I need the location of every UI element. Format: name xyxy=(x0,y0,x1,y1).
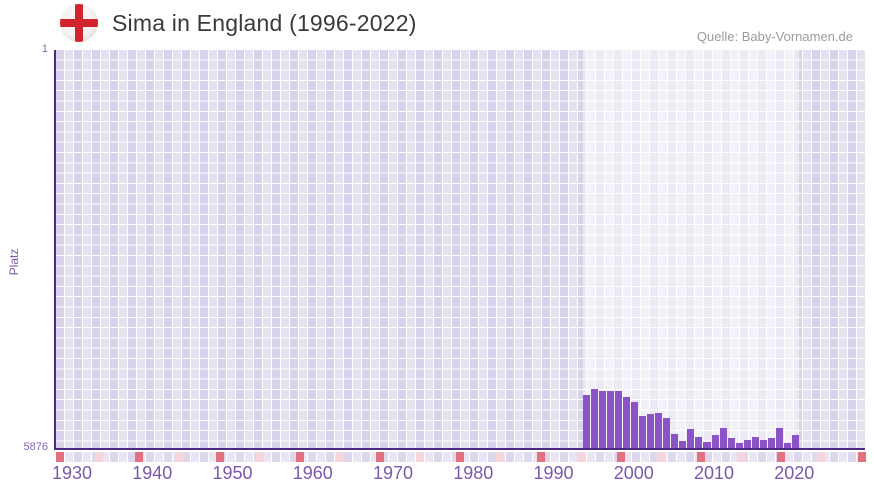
bar-2012 xyxy=(711,435,719,448)
half-decade-marker-1955 xyxy=(256,452,264,462)
half-decade-marker-1985 xyxy=(496,452,504,462)
bar-2022 xyxy=(791,435,799,448)
x-tick-1980: 1980 xyxy=(453,463,494,483)
decade-marker-1940 xyxy=(135,452,143,462)
decade-marker-2030 xyxy=(858,452,866,462)
bar-2000 xyxy=(615,391,623,448)
bar-2015 xyxy=(735,443,743,448)
bar-1999 xyxy=(607,390,615,448)
bar-2009 xyxy=(687,429,695,448)
chart-title: Sima in England (1996-2022) xyxy=(112,10,417,36)
x-tick-2010: 2010 xyxy=(693,463,735,483)
x-tick-2000: 2000 xyxy=(613,463,654,483)
half-decade-marker-1975 xyxy=(416,452,424,462)
bar-2004 xyxy=(647,414,655,448)
bar-1996 xyxy=(583,395,591,448)
decade-marker-1930 xyxy=(56,452,64,462)
bar-2007 xyxy=(671,434,679,448)
x-tick-2020: 2020 xyxy=(774,463,815,483)
x-tick-1970: 1970 xyxy=(372,463,414,483)
source-attribution: Quelle: Baby-Vornamen.de xyxy=(696,29,853,44)
x-tick-1930: 1930 xyxy=(51,463,93,483)
bar-2017 xyxy=(751,437,759,448)
england-flag-icon xyxy=(60,4,98,42)
bar-2018 xyxy=(759,440,767,448)
bar-2005 xyxy=(655,413,663,448)
y-tick-top: 1 xyxy=(41,43,48,55)
decade-marker-1950 xyxy=(216,452,224,462)
decade-marker-1990 xyxy=(537,452,545,462)
decade-marker-2020 xyxy=(777,452,785,462)
bar-2016 xyxy=(743,440,751,448)
half-decade-marker-2005 xyxy=(657,452,665,462)
bar-2014 xyxy=(727,438,735,448)
half-decade-marker-1965 xyxy=(336,452,344,462)
half-decade-marker-2025 xyxy=(817,452,825,462)
decade-marker-strip xyxy=(56,452,866,462)
bar-2006 xyxy=(663,418,671,448)
x-axis-line xyxy=(54,448,865,450)
data-period-highlight-band xyxy=(583,50,799,448)
x-tick-1950: 1950 xyxy=(212,463,253,483)
plot-grid xyxy=(56,50,865,448)
half-decade-marker-1945 xyxy=(175,452,183,462)
bar-2010 xyxy=(695,437,703,448)
decade-marker-1970 xyxy=(376,452,384,462)
x-tick-1990: 1990 xyxy=(533,463,574,483)
bar-2019 xyxy=(767,438,775,448)
x-tick-1960: 1960 xyxy=(292,463,333,483)
x-tick-1940: 1940 xyxy=(132,463,173,483)
bar-2020 xyxy=(775,427,783,448)
bar-2021 xyxy=(783,443,791,448)
flag-cross-vertical xyxy=(75,4,83,42)
decade-marker-2010 xyxy=(697,452,705,462)
bar-2008 xyxy=(679,440,687,448)
bar-1997 xyxy=(591,388,599,448)
bar-2003 xyxy=(639,416,647,448)
bar-1998 xyxy=(599,390,607,448)
half-decade-marker-2015 xyxy=(737,452,745,462)
bar-series xyxy=(583,50,799,448)
x-axis-ticks: 1930 1940 1950 1960 1970 1980 1990 2000 2010 2020 xyxy=(52,463,865,487)
decade-marker-1980 xyxy=(456,452,464,462)
bar-2002 xyxy=(631,402,639,448)
half-decade-marker-1995 xyxy=(577,452,585,462)
half-decade-marker-1935 xyxy=(95,452,103,462)
y-tick-bottom: 5876 xyxy=(23,441,48,453)
y-axis-label: Platz xyxy=(7,248,21,276)
decade-marker-1960 xyxy=(296,452,304,462)
bar-2011 xyxy=(703,442,711,448)
bar-2001 xyxy=(623,397,631,448)
decade-marker-2000 xyxy=(617,452,625,462)
bar-2013 xyxy=(719,427,727,448)
y-axis-line xyxy=(54,50,56,450)
